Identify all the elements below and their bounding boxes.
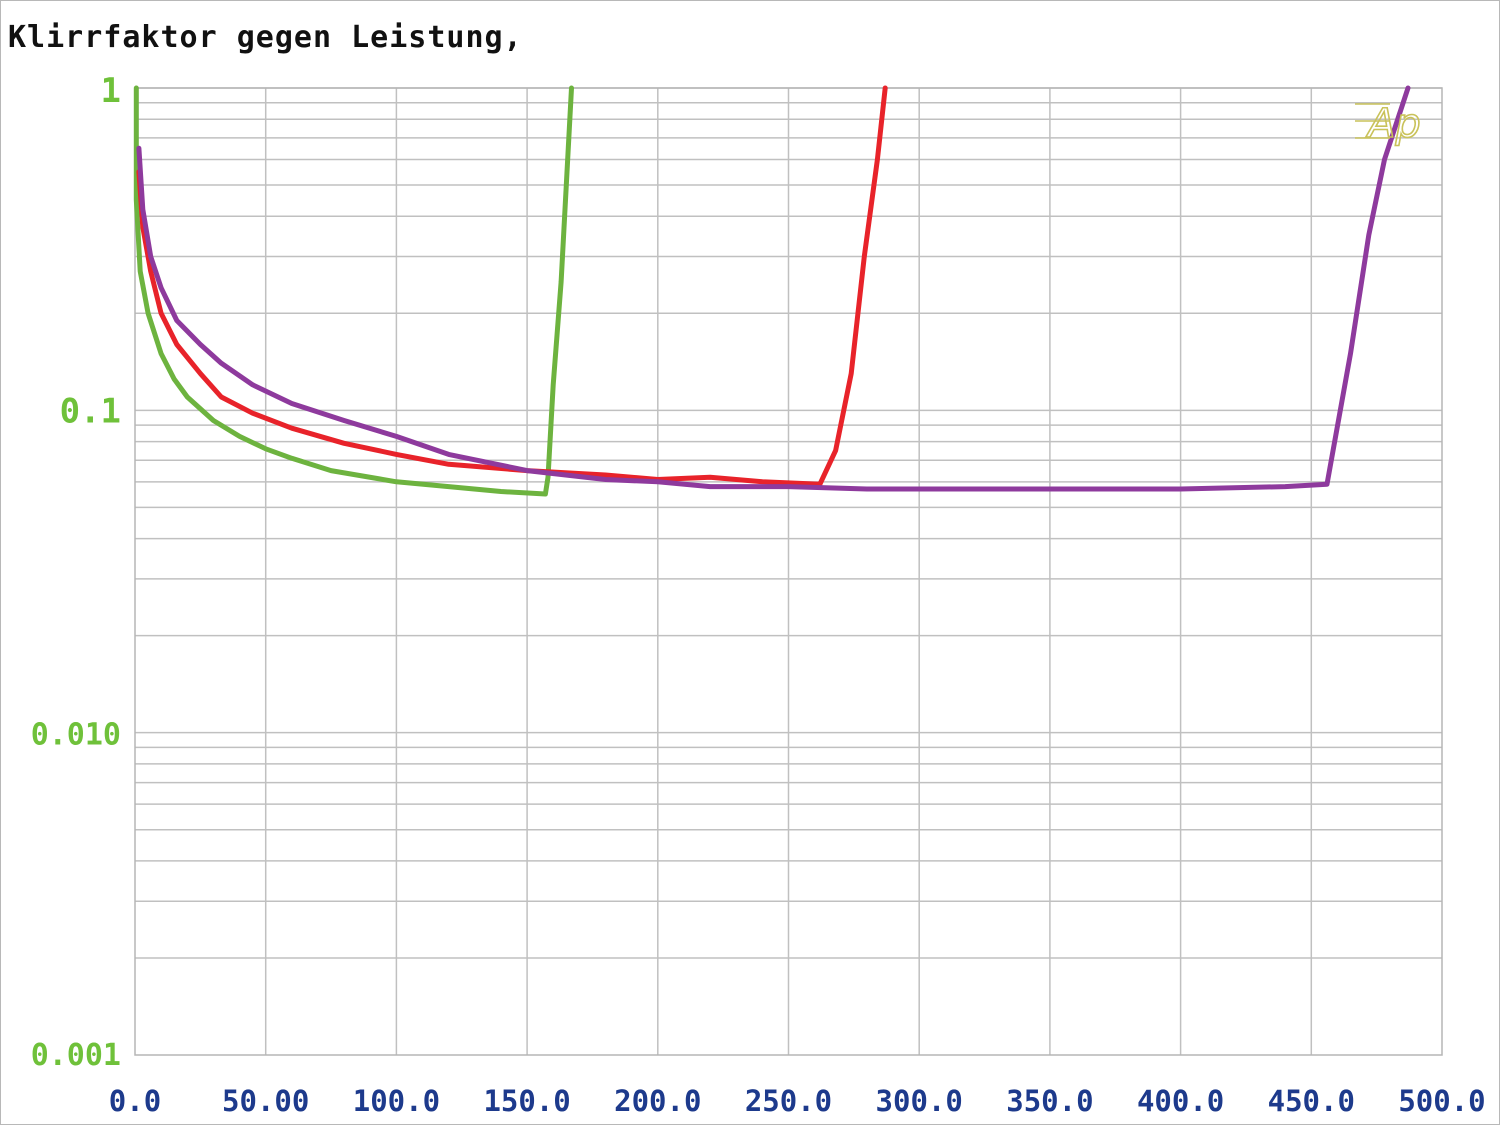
series-line-2 xyxy=(136,85,888,487)
x-tick-label: 100.0 xyxy=(353,1084,440,1118)
x-tick-label: 0.0 xyxy=(109,1084,161,1118)
x-tick-label: 400.0 xyxy=(1137,1084,1224,1118)
series-line-3 xyxy=(136,85,1411,492)
x-axis-ticks: 0.0 50.00 100.0 150.0 200.0 250.0 300.0 350.0 40… xyxy=(109,1084,1486,1118)
x-tick-label: 50.00 xyxy=(222,1084,309,1118)
x-tick-label: 250.0 xyxy=(745,1084,832,1118)
x-tick-label: 350.0 xyxy=(1006,1084,1093,1118)
y-tick-label: 0.010 xyxy=(31,718,121,753)
series-lines xyxy=(133,85,1411,497)
y-tick-label: 0.1 xyxy=(60,391,121,431)
x-tick-label: 150.0 xyxy=(483,1084,570,1118)
y-axis-ticks: 1 0.1 0.010 0.001 xyxy=(31,71,121,1073)
plot-border xyxy=(134,87,1443,1056)
series-line-1 xyxy=(133,85,574,497)
y-tick-label: 1 xyxy=(101,71,121,111)
ap-logo: Ap xyxy=(1365,101,1421,147)
x-tick-label: 300.0 xyxy=(876,1084,963,1118)
x-tick-label: 500.0 xyxy=(1398,1084,1485,1118)
x-tick-label: 450.0 xyxy=(1268,1084,1355,1118)
x-tick-label: 200.0 xyxy=(614,1084,701,1118)
y-tick-label: 0.001 xyxy=(31,1038,121,1073)
chart-title: Klirrfaktor gegen Leistung, xyxy=(8,20,523,55)
